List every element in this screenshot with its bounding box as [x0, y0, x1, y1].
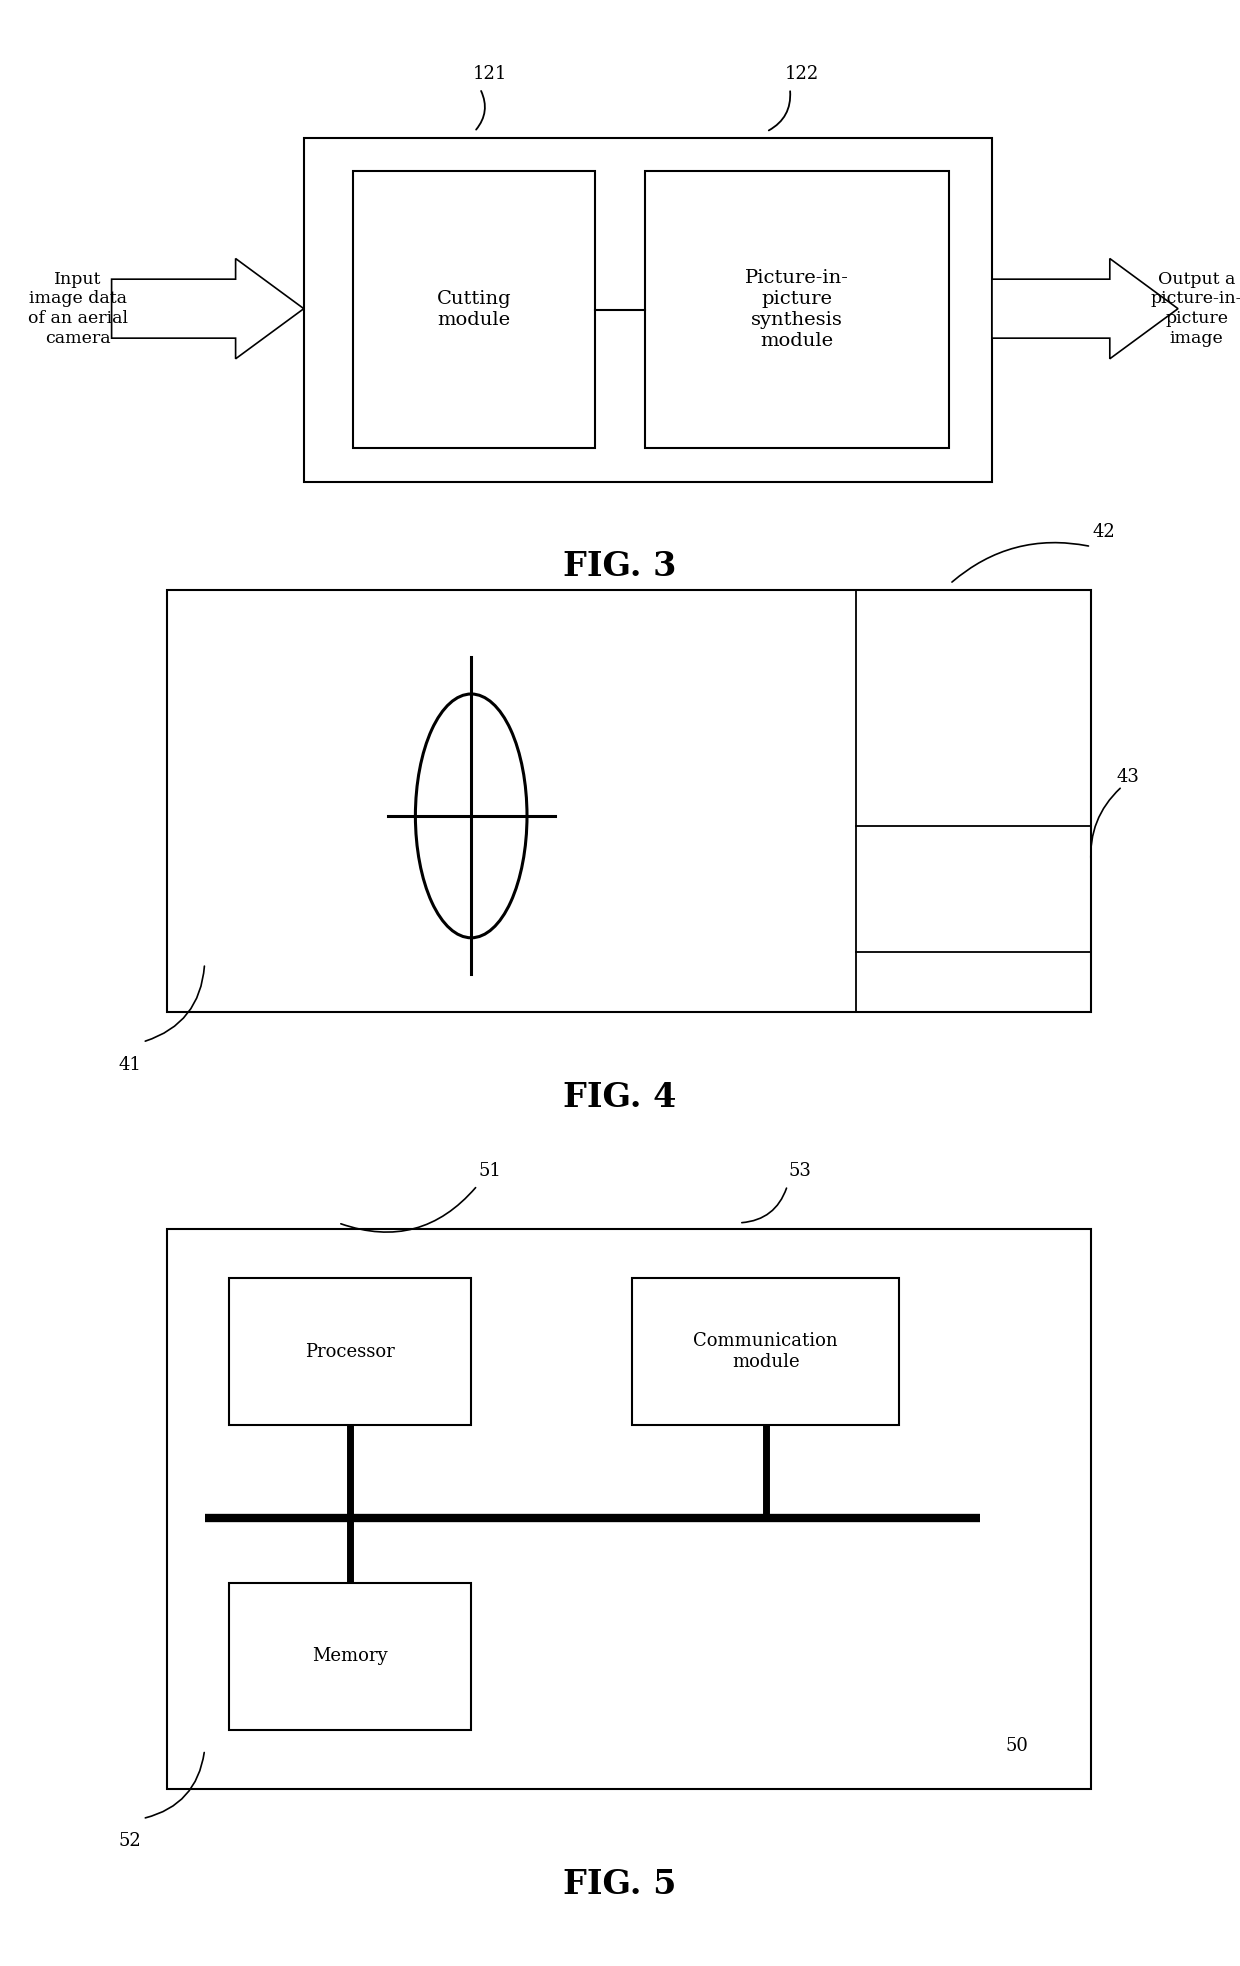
Ellipse shape [415, 694, 527, 938]
Text: 122: 122 [785, 65, 820, 83]
Text: Cutting
module: Cutting module [436, 291, 512, 328]
Bar [229, 1278, 471, 1425]
Polygon shape [992, 260, 1178, 360]
Bar [167, 1229, 1091, 1789]
Text: 41: 41 [119, 1056, 141, 1073]
Text: 53: 53 [789, 1162, 811, 1180]
Bar [645, 171, 949, 448]
Text: Input
image data
of an aerial
camera: Input image data of an aerial camera [29, 271, 128, 346]
Bar [229, 1583, 471, 1730]
Text: 50: 50 [1006, 1736, 1028, 1756]
Bar [167, 590, 1091, 1012]
Text: Communication
module: Communication module [693, 1333, 838, 1370]
Bar [304, 138, 992, 482]
Text: 121: 121 [472, 65, 507, 83]
Text: 43: 43 [1117, 767, 1140, 786]
Text: Output a
picture-in-
picture
image: Output a picture-in- picture image [1151, 271, 1240, 346]
Text: 51: 51 [479, 1162, 501, 1180]
Text: Picture-in-
picture
synthesis
module: Picture-in- picture synthesis module [745, 269, 848, 350]
Bar [353, 171, 595, 448]
Text: FIG. 3: FIG. 3 [563, 550, 677, 584]
Bar [632, 1278, 899, 1425]
Text: FIG. 5: FIG. 5 [563, 1868, 677, 1901]
Text: Processor: Processor [305, 1343, 396, 1360]
Text: 52: 52 [119, 1832, 141, 1850]
Text: Memory: Memory [312, 1648, 388, 1665]
Text: FIG. 4: FIG. 4 [563, 1081, 677, 1115]
Text: 42: 42 [1092, 523, 1115, 541]
Polygon shape [112, 260, 304, 360]
